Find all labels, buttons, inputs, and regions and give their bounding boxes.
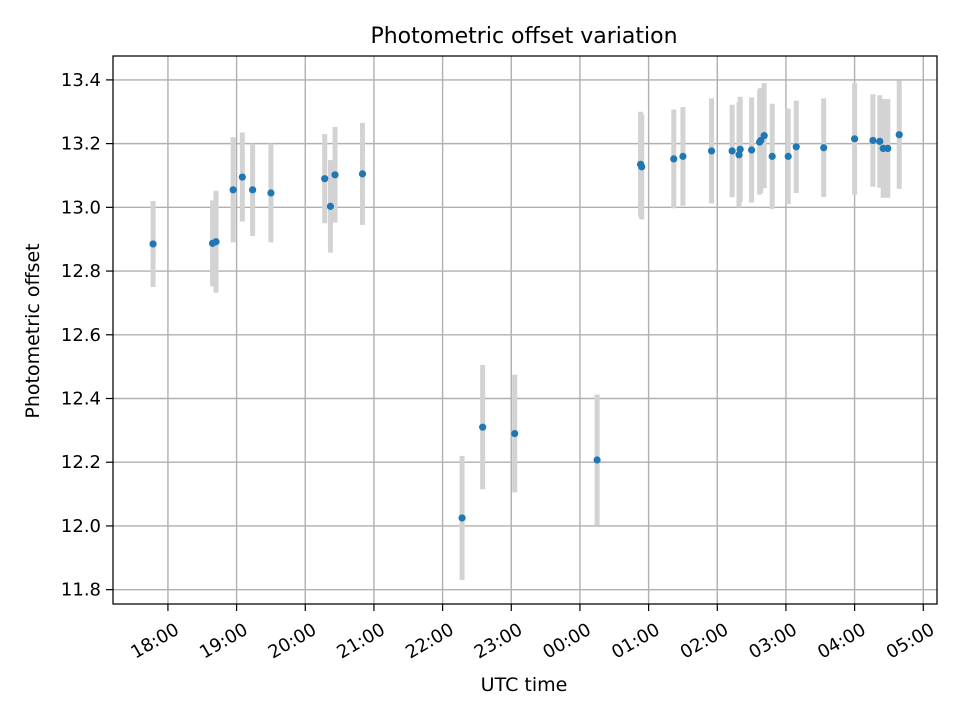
data-point — [326, 202, 335, 210]
data-point — [820, 144, 828, 152]
data-point — [249, 186, 257, 194]
data-point — [736, 145, 744, 153]
data-point — [851, 135, 859, 143]
x-tick-label: 19:00 — [196, 619, 251, 663]
x-tick-label: 05:00 — [883, 619, 938, 663]
data-point — [760, 132, 768, 140]
data-point — [768, 152, 776, 160]
data-point — [331, 171, 339, 179]
y-tick-label: 13.2 — [61, 134, 101, 155]
y-tick-label: 12.0 — [61, 516, 101, 537]
x-tick-label: 21:00 — [333, 619, 388, 663]
x-axis-label: UTC time — [481, 674, 568, 696]
data-point — [593, 456, 601, 464]
y-tick-label: 12.4 — [61, 389, 101, 410]
data-point — [149, 240, 157, 248]
data-point — [638, 163, 646, 171]
data-point — [358, 170, 367, 178]
data-point — [792, 143, 800, 151]
data-point — [212, 238, 220, 246]
x-tick-label: 01:00 — [608, 619, 663, 663]
data-point — [728, 147, 736, 155]
x-tick-label: 02:00 — [677, 619, 732, 663]
x-tick-label: 04:00 — [814, 619, 869, 663]
data-point — [238, 173, 246, 181]
chart-title: Photometric offset variation — [370, 24, 677, 49]
data-point — [670, 155, 678, 163]
x-tick-label: 22:00 — [402, 619, 457, 663]
data-point — [229, 186, 237, 194]
data-point — [479, 423, 487, 431]
y-axis-label: Photometric offset — [22, 243, 44, 418]
y-tick-label: 12.8 — [61, 261, 101, 282]
data-point — [458, 514, 466, 522]
y-tick-label: 13.4 — [61, 70, 101, 91]
axis-ticks — [106, 79, 924, 611]
x-tick-label: 18:00 — [127, 619, 182, 663]
y-tick-label: 11.8 — [61, 580, 101, 601]
data-point — [707, 147, 716, 155]
data-point — [895, 131, 903, 139]
y-tick-label: 12.2 — [61, 452, 101, 473]
data-point — [321, 175, 329, 183]
y-tick-label: 12.6 — [61, 325, 101, 346]
data-points — [149, 131, 903, 522]
data-point — [884, 144, 892, 152]
x-tick-label: 20:00 — [265, 619, 320, 663]
x-tick-label: 03:00 — [745, 619, 800, 663]
y-tick-labels: 11.8 12.0 12.2 12.4 12.6 12.8 13.0 13.2 13.4 — [61, 70, 101, 601]
y-tick-label: 13.0 — [61, 197, 101, 218]
x-tick-label: 00:00 — [539, 619, 594, 663]
data-point — [876, 137, 884, 145]
data-point — [748, 146, 756, 154]
grid — [113, 56, 937, 604]
data-point — [679, 152, 687, 160]
data-point — [735, 151, 743, 159]
data-point — [511, 429, 519, 438]
data-point — [784, 152, 792, 160]
data-point — [869, 136, 877, 145]
x-tick-label: 23:00 — [471, 619, 526, 663]
plot-frame — [112, 55, 938, 605]
data-point — [267, 189, 275, 197]
x-tick-labels: 18:00 19:00 20:00 21:00 22:00 23:00 00:00 01:00… — [127, 619, 938, 663]
